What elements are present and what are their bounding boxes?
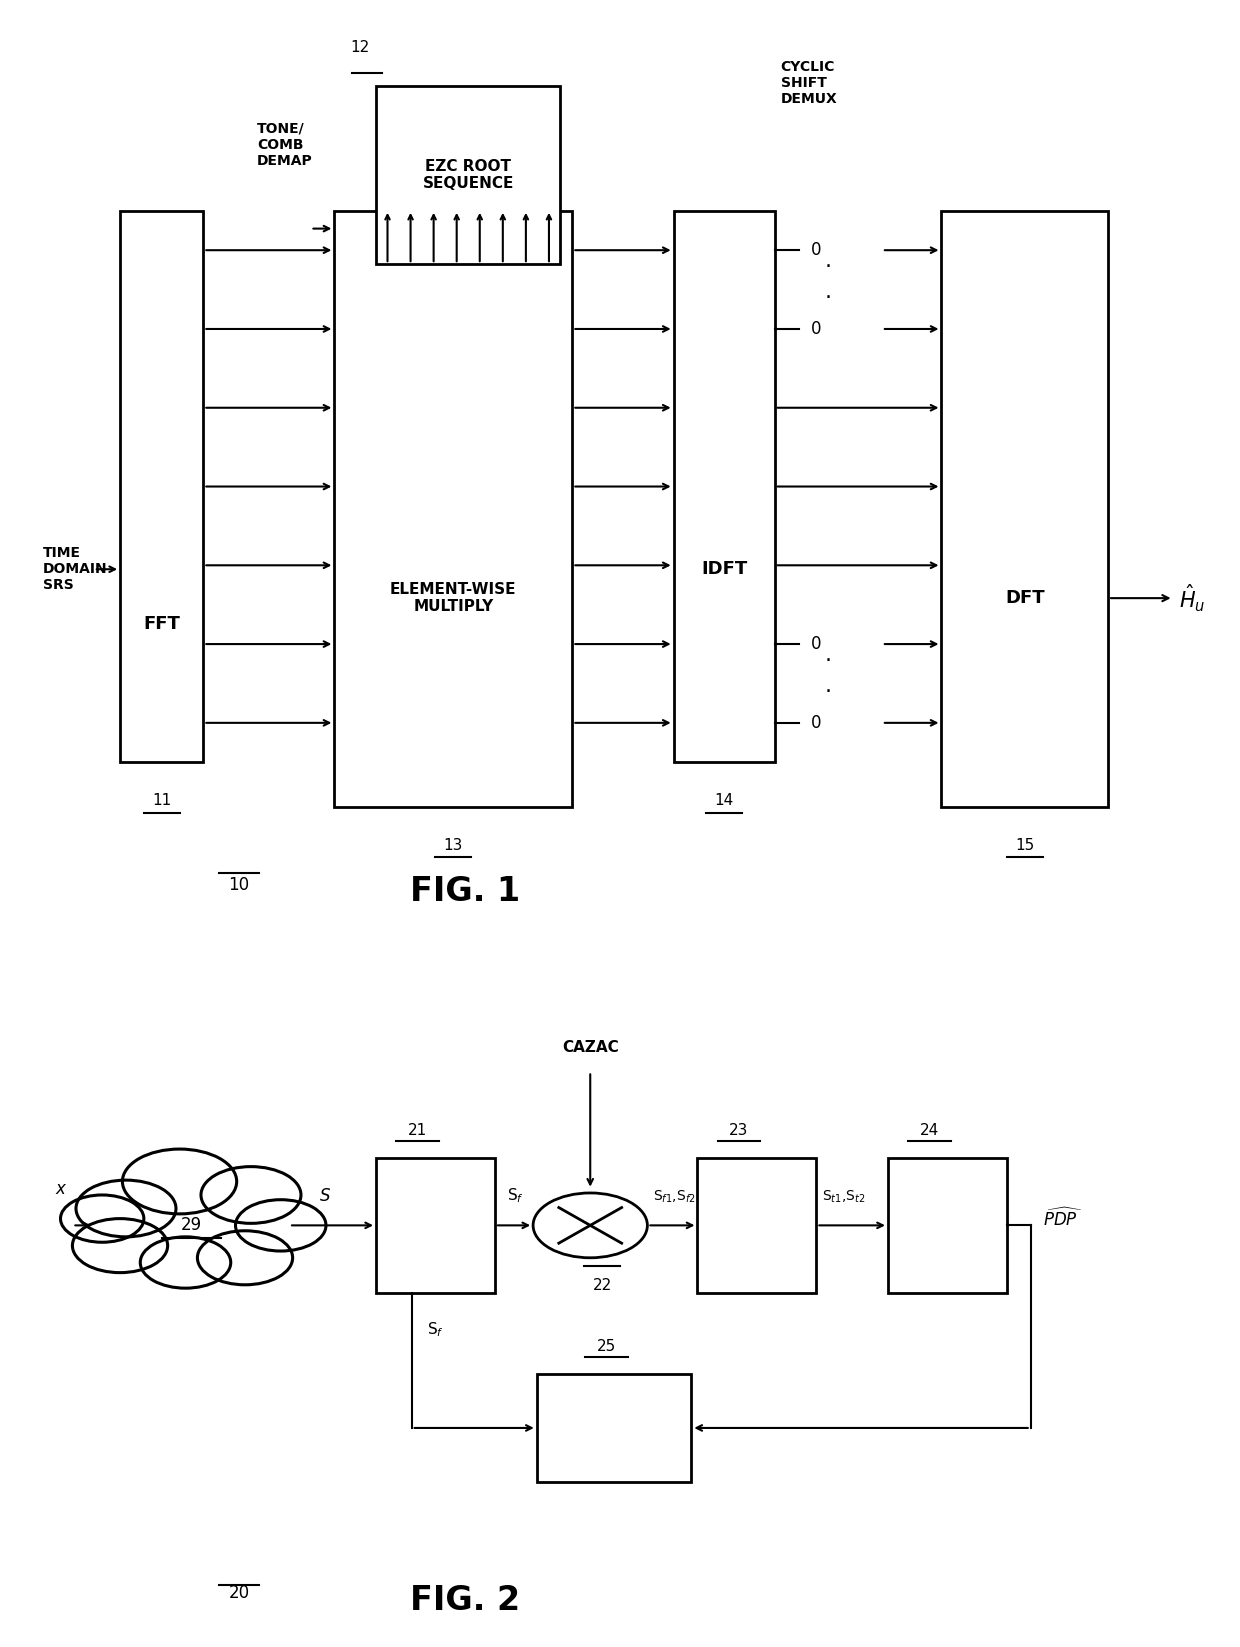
Text: FFT: FFT [144, 616, 180, 634]
Text: FIG. 2: FIG. 2 [410, 1584, 521, 1617]
Text: 20: 20 [228, 1584, 249, 1603]
FancyBboxPatch shape [335, 211, 573, 807]
Circle shape [76, 1181, 176, 1237]
Text: $\widehat{PDP}$: $\widehat{PDP}$ [1043, 1207, 1081, 1230]
Text: FIG. 1: FIG. 1 [410, 875, 521, 907]
FancyBboxPatch shape [673, 211, 775, 763]
Text: 12: 12 [351, 40, 370, 54]
Circle shape [72, 1219, 167, 1273]
FancyBboxPatch shape [888, 1158, 1007, 1293]
Circle shape [140, 1237, 231, 1288]
Text: TONE/
COMB
DEMAP: TONE/ COMB DEMAP [257, 122, 312, 168]
Circle shape [123, 1150, 237, 1214]
Text: 0: 0 [811, 240, 821, 259]
Text: 10: 10 [228, 876, 249, 894]
Circle shape [201, 1166, 301, 1224]
Text: ·: · [825, 651, 832, 672]
Text: ·: · [825, 288, 832, 308]
Text: x: x [56, 1181, 66, 1199]
Text: 24: 24 [920, 1123, 939, 1138]
Text: 23: 23 [729, 1123, 749, 1138]
Text: S$_f$: S$_f$ [507, 1186, 523, 1206]
FancyBboxPatch shape [376, 86, 560, 264]
Text: ·: · [825, 682, 832, 702]
Text: ELEMENT-WISE
MULTIPLY: ELEMENT-WISE MULTIPLY [391, 581, 517, 614]
FancyBboxPatch shape [941, 211, 1109, 807]
Text: S$_{f1}$,S$_{f2}$: S$_{f1}$,S$_{f2}$ [653, 1189, 697, 1206]
FancyBboxPatch shape [697, 1158, 816, 1293]
Circle shape [61, 1196, 144, 1242]
Text: CYCLIC
SHIFT
DEMUX: CYCLIC SHIFT DEMUX [781, 59, 837, 105]
Text: IDFT: IDFT [701, 560, 748, 578]
Text: CAZAC: CAZAC [562, 1039, 619, 1054]
Text: S: S [320, 1187, 331, 1206]
Text: S$_{t1}$,S$_{t2}$: S$_{t1}$,S$_{t2}$ [822, 1189, 866, 1206]
Text: 25: 25 [596, 1339, 616, 1354]
Circle shape [236, 1199, 326, 1252]
Text: 22: 22 [593, 1278, 611, 1293]
Text: 0: 0 [811, 636, 821, 654]
FancyBboxPatch shape [376, 1158, 495, 1293]
Text: 13: 13 [444, 838, 463, 853]
Text: 29: 29 [181, 1217, 202, 1234]
FancyBboxPatch shape [120, 211, 203, 763]
Text: 11: 11 [153, 794, 171, 809]
Text: 21: 21 [408, 1123, 428, 1138]
Text: ·: · [825, 257, 832, 277]
Text: TIME
DOMAIN
SRS: TIME DOMAIN SRS [42, 547, 108, 593]
Text: 14: 14 [714, 794, 734, 809]
Circle shape [197, 1230, 293, 1285]
Text: 0: 0 [811, 713, 821, 731]
Text: EZC ROOT
SEQUENCE: EZC ROOT SEQUENCE [423, 160, 513, 191]
Text: DFT: DFT [1004, 590, 1044, 608]
Text: S$_f$: S$_f$ [427, 1319, 444, 1339]
Text: $\hat{H}_u$: $\hat{H}_u$ [1179, 583, 1207, 614]
FancyBboxPatch shape [537, 1374, 692, 1482]
Text: 15: 15 [1016, 838, 1034, 853]
Text: 0: 0 [811, 320, 821, 338]
